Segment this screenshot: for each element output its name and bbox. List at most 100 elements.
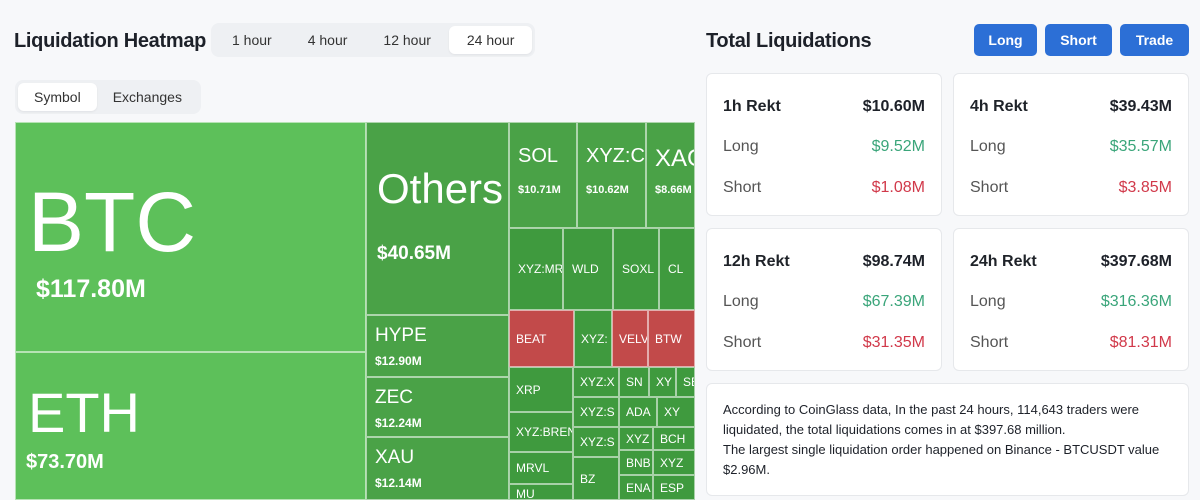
- tile-symbol: SE: [683, 375, 694, 389]
- tile-symbol: WLD: [572, 262, 599, 276]
- heatmap-tile[interactable]: SOL $10.71M: [509, 122, 577, 228]
- tile-symbol: XY: [656, 375, 673, 389]
- tile-symbol: XYZ: [660, 456, 684, 470]
- tile-symbol: ADA: [626, 405, 651, 419]
- tile-symbol: XYZ:X: [580, 375, 615, 389]
- rekt-period: 1h Rekt: [723, 98, 781, 115]
- tile-symbol: BZ: [580, 472, 596, 486]
- heatmap-tile[interactable]: XRP: [509, 367, 573, 412]
- tile-symbol: XAU: [375, 447, 415, 468]
- long-label: Long: [723, 293, 759, 310]
- heatmap-tile[interactable]: BEAT: [509, 310, 574, 367]
- tile-symbol: CL: [668, 262, 684, 276]
- time-range-selector: 1 hour 4 hour 12 hour 24 hour: [211, 23, 536, 57]
- tab-exchanges[interactable]: Exchanges: [112, 89, 182, 105]
- short-amount: $81.31M: [1109, 334, 1172, 351]
- heatmap-title: Liquidation Heatmap: [14, 30, 207, 52]
- long-amount: $35.57M: [1109, 138, 1172, 155]
- tile-value: $12.24M: [375, 416, 422, 430]
- heatmap-tile[interactable]: WLD: [563, 228, 613, 310]
- heatmap-tile[interactable]: ADA: [619, 397, 657, 427]
- heatmap-tile[interactable]: BZ: [573, 457, 619, 500]
- heatmap-tile[interactable]: BNB: [619, 450, 653, 475]
- rekt-card-12h: 12h Rekt $98.74M Long $67.39M Short $31.35M: [706, 228, 942, 371]
- heatmap-tile[interactable]: MU: [509, 484, 573, 500]
- heatmap-tile[interactable]: XYZ:MR: [509, 228, 563, 310]
- rekt-card-24h: 24h Rekt $397.68M Long $316.36M Short $81.3…: [953, 228, 1189, 371]
- heatmap-tile[interactable]: XYZ:BREN: [509, 412, 573, 452]
- heatmap-tile[interactable]: XYZ:CL $10.62M: [577, 122, 646, 228]
- liquidation-summary: According to CoinGlass data, In the past…: [706, 383, 1189, 496]
- heatmap-tile[interactable]: ZEC $12.24M: [366, 377, 509, 437]
- trade-button[interactable]: Trade: [1120, 24, 1189, 56]
- heatmap-tile[interactable]: VELV: [612, 310, 648, 367]
- heatmap-tile[interactable]: XYZ: [653, 450, 695, 475]
- tab-12-hour[interactable]: 12 hour: [383, 32, 431, 48]
- short-button[interactable]: Short: [1045, 24, 1112, 56]
- tile-value: $117.80M: [36, 275, 146, 303]
- heatmap-tile[interactable]: ESP: [653, 475, 695, 500]
- rekt-card-1h: 1h Rekt $10.60M Long $9.52M Short $1.08M: [706, 73, 942, 216]
- view-selector: Symbol Exchanges: [15, 80, 201, 114]
- rekt-total: $39.43M: [1109, 98, 1172, 115]
- heatmap-tile[interactable]: XAU $12.14M: [366, 437, 509, 500]
- short-amount: $3.85M: [1118, 179, 1172, 196]
- rekt-total: $397.68M: [1100, 253, 1172, 270]
- tile-symbol: SOXL: [622, 262, 655, 276]
- heatmap-tile[interactable]: ETH $73.70M: [15, 352, 366, 500]
- tile-symbol: ETH: [28, 381, 140, 444]
- tile-symbol: HYPE: [375, 325, 427, 346]
- tile-symbol: SOL: [518, 145, 559, 167]
- heatmap-tile[interactable]: BCH: [653, 427, 695, 450]
- tile-symbol: XRP: [516, 383, 541, 397]
- heatmap-tile[interactable]: XYZ:S: [573, 427, 619, 457]
- heatmap-tile[interactable]: XYZ:X: [573, 367, 619, 397]
- tile-value: $10.62M: [586, 184, 629, 196]
- tile-value: $8.66M: [655, 184, 692, 196]
- heatmap-tile[interactable]: XYZ: [619, 427, 653, 450]
- long-button[interactable]: Long: [974, 24, 1037, 56]
- heatmap-tile[interactable]: HYPE $12.90M: [366, 315, 509, 377]
- tile-symbol: XYZ: [626, 432, 650, 446]
- heatmap-tile[interactable]: BTW: [648, 310, 695, 367]
- heatmap-tile[interactable]: Others $40.65M: [366, 122, 509, 315]
- long-amount: $316.36M: [1100, 293, 1172, 310]
- tile-symbol: BNB: [626, 456, 651, 470]
- tile-symbol: XYZ:S: [580, 405, 615, 419]
- tile-value: $10.71M: [518, 184, 561, 196]
- heatmap-tile[interactable]: XYZ:: [574, 310, 612, 367]
- heatmap-tile[interactable]: CL: [659, 228, 695, 310]
- heatmap-tile[interactable]: XAG $8.66M: [646, 122, 695, 228]
- heatmap-tile[interactable]: XYZ:S: [573, 397, 619, 427]
- tile-symbol: ESP: [660, 481, 685, 495]
- tile-symbol: XYZ:CL: [586, 145, 645, 167]
- tile-symbol: BTW: [655, 332, 682, 346]
- tab-4-hour[interactable]: 4 hour: [307, 32, 348, 48]
- tile-value: $12.14M: [375, 476, 422, 490]
- total-liquidations-title: Total Liquidations: [706, 30, 872, 52]
- short-amount: $31.35M: [862, 334, 925, 351]
- short-label: Short: [723, 334, 762, 351]
- long-label: Long: [723, 138, 759, 155]
- heatmap-tile[interactable]: SOXL: [613, 228, 659, 310]
- tile-symbol: BCH: [660, 432, 686, 446]
- heatmap-tile[interactable]: SE: [676, 367, 695, 397]
- tile-symbol: SN: [626, 375, 643, 389]
- long-label: Long: [970, 138, 1006, 155]
- tab-symbol[interactable]: Symbol: [18, 83, 97, 111]
- tab-1-hour[interactable]: 1 hour: [232, 32, 272, 48]
- heatmap-tile[interactable]: SN: [619, 367, 649, 397]
- tab-24-hour[interactable]: 24 hour: [448, 26, 533, 54]
- long-amount: $67.39M: [862, 293, 925, 310]
- long-amount: $9.52M: [871, 138, 925, 155]
- heatmap-tile[interactable]: ENA: [619, 475, 653, 500]
- rekt-card-4h: 4h Rekt $39.43M Long $35.57M Short $3.85M: [953, 73, 1189, 216]
- heatmap-tile[interactable]: MRVL: [509, 452, 573, 484]
- heatmap-tile[interactable]: XY: [657, 397, 695, 427]
- heatmap-tile[interactable]: XY: [649, 367, 676, 397]
- tile-value: $73.70M: [26, 451, 104, 473]
- tile-symbol: MU: [516, 487, 535, 500]
- tile-symbol: MRVL: [516, 461, 550, 475]
- heatmap-tile[interactable]: BTC $117.80M: [15, 122, 366, 352]
- tile-symbol: XY: [664, 405, 681, 419]
